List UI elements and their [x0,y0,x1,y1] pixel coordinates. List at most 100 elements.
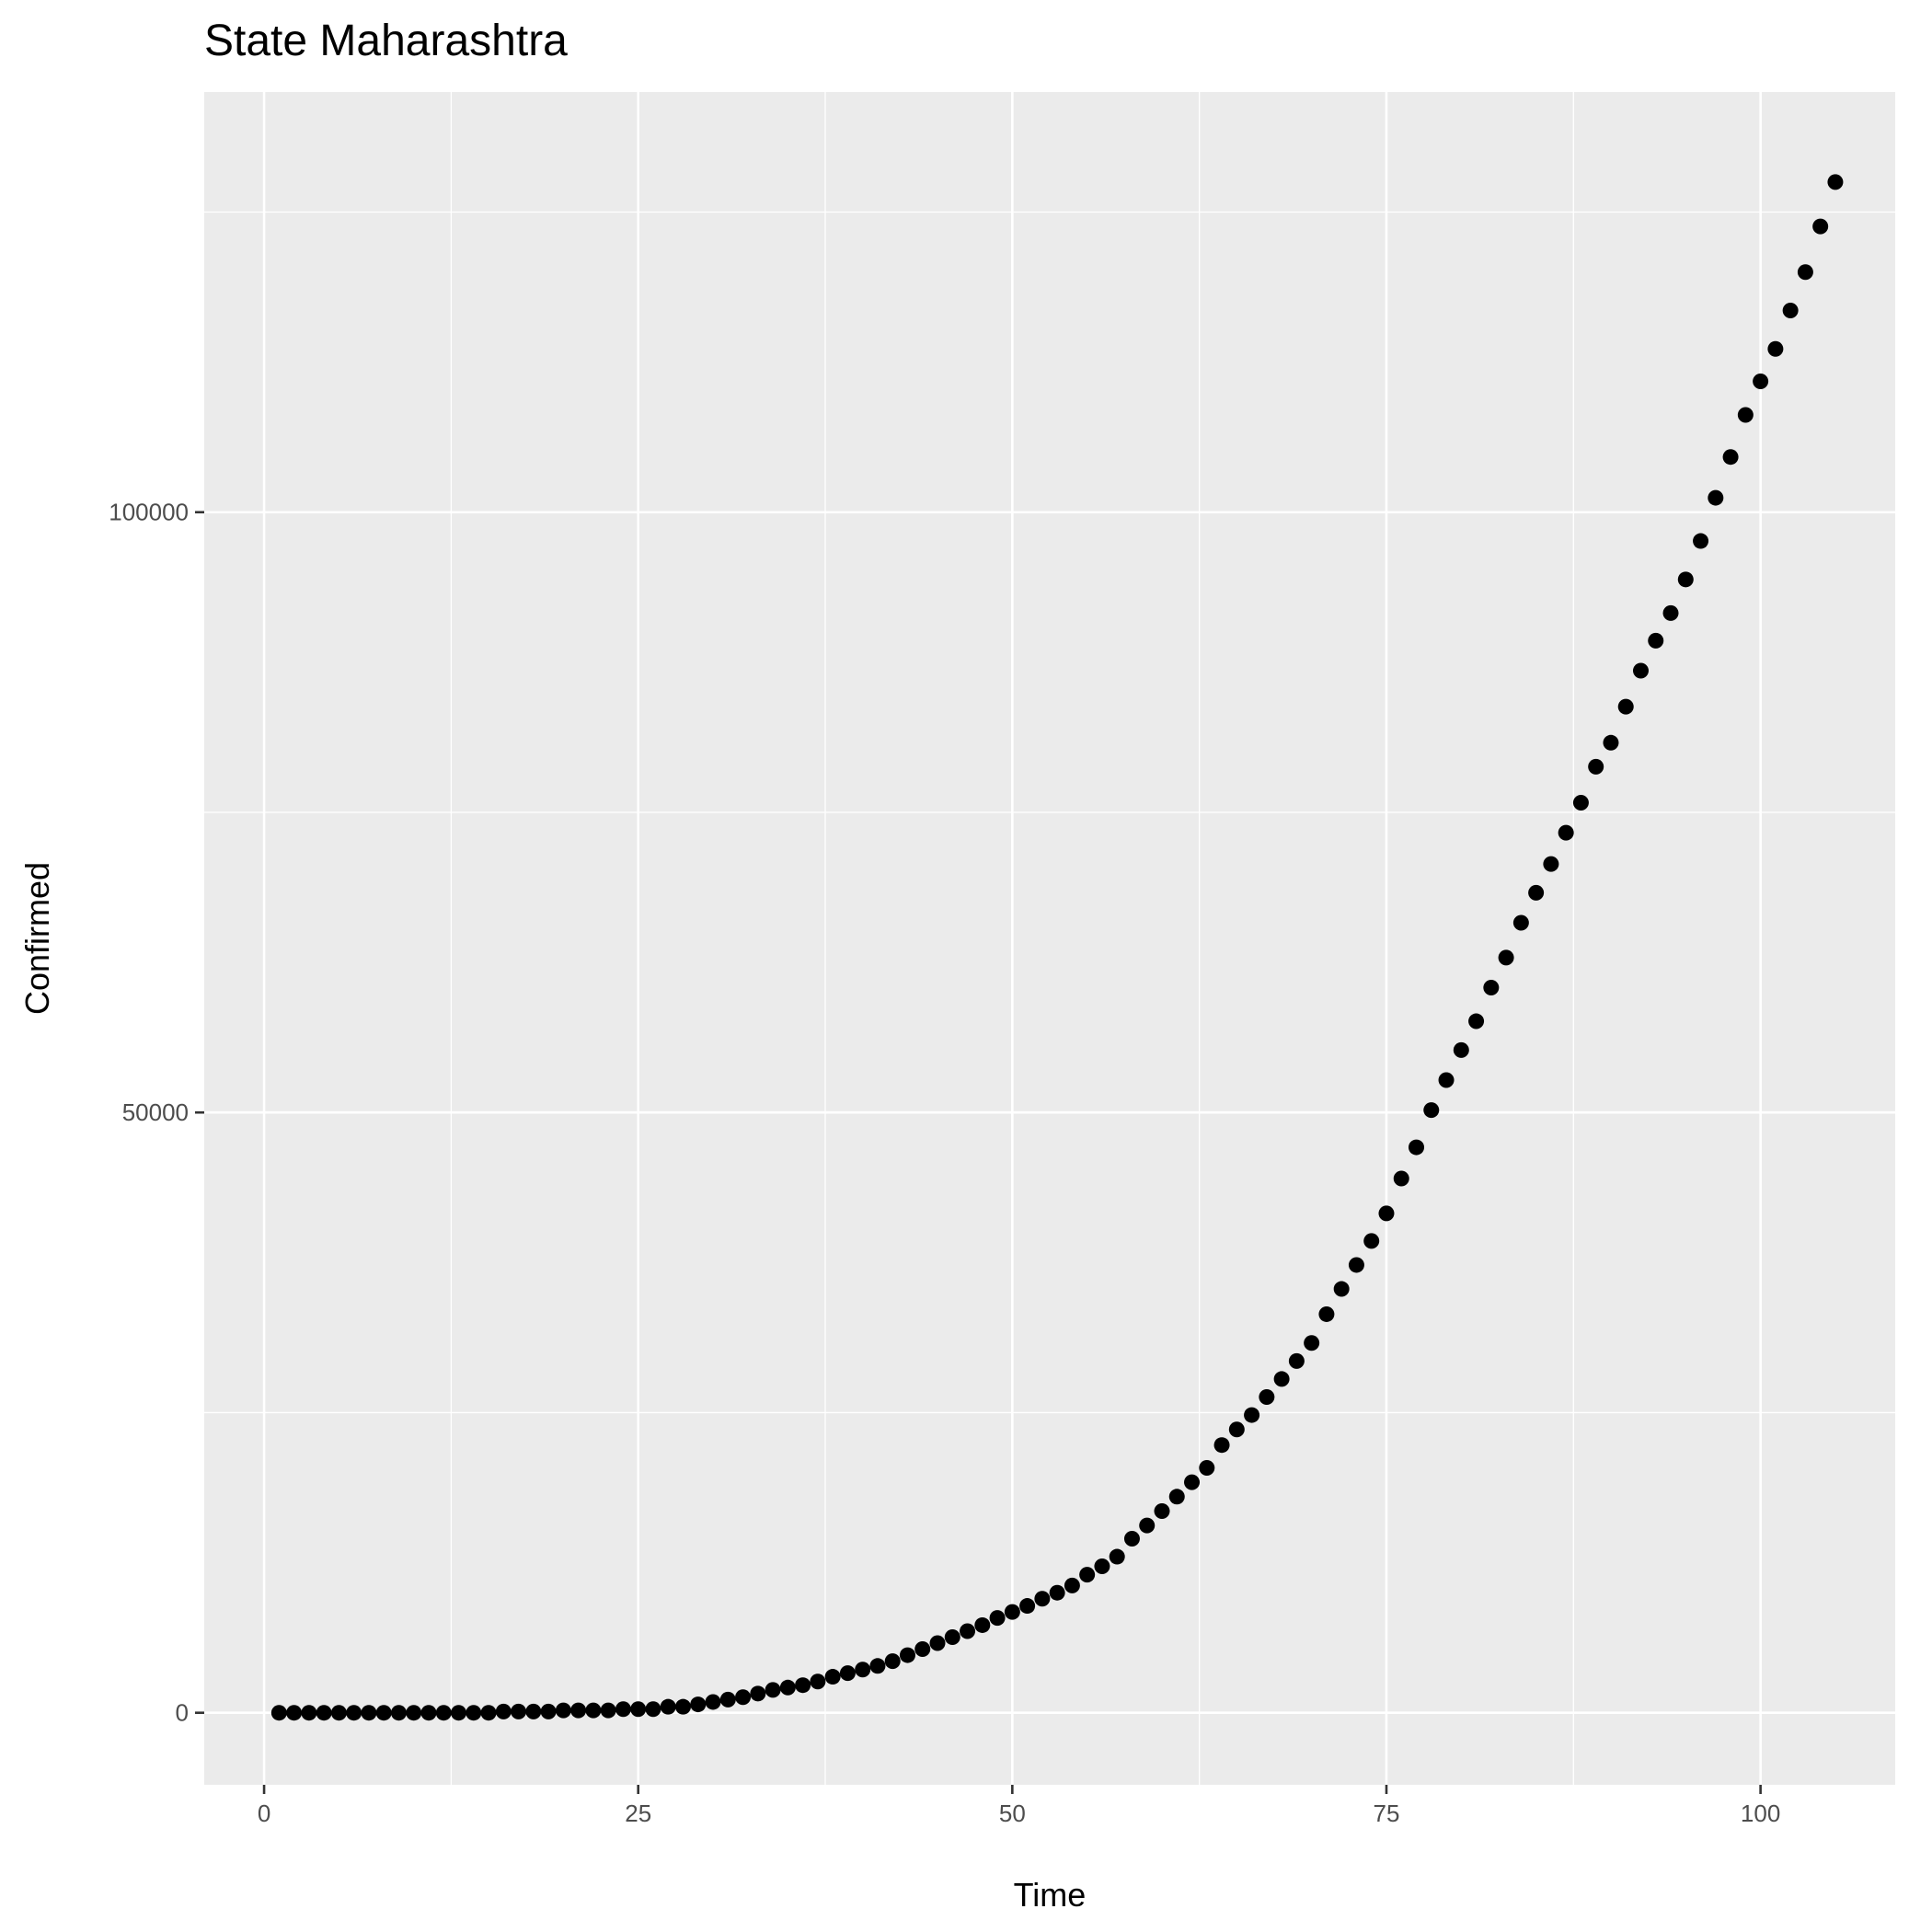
axis-ticks: 0 25 50 75 100 0 50000 100000 [109,499,1780,1827]
data-point [884,1653,901,1670]
data-point [1184,1474,1201,1490]
data-point [1094,1558,1110,1574]
data-point [1288,1352,1305,1369]
data-point [690,1696,707,1713]
data-point [316,1705,332,1721]
data-point [1168,1489,1185,1505]
data-point [869,1658,886,1674]
data-point [1677,571,1694,588]
data-point [1648,632,1664,649]
data-point [1603,734,1619,751]
data-point [1154,1502,1170,1519]
data-point [914,1641,931,1658]
data-point [570,1702,587,1719]
data-point [375,1705,392,1721]
data-point [390,1705,407,1721]
data-point [1468,1013,1485,1029]
data-point [511,1703,527,1719]
data-point [585,1702,602,1719]
data-point [735,1689,752,1706]
data-point [346,1705,362,1721]
data-point [1123,1530,1140,1547]
data-point [1797,264,1813,281]
data-point [974,1616,991,1633]
data-point [1304,1335,1320,1351]
data-point [1079,1567,1096,1583]
data-point [810,1673,826,1690]
data-point [779,1679,796,1696]
y-tick-label: 0 [176,1699,189,1727]
data-point [705,1694,721,1710]
data-point [525,1703,542,1719]
data-point [630,1701,647,1718]
data-point [1722,449,1739,466]
data-point [615,1701,631,1718]
data-point [301,1705,317,1721]
data-point [1693,533,1709,549]
data-point [1423,1102,1440,1119]
data-point [1483,980,1500,996]
data-point [1213,1437,1230,1454]
data-point [600,1702,616,1719]
data-point [1333,1281,1350,1297]
x-tick-label: 75 [1374,1800,1400,1827]
data-point [839,1665,856,1682]
data-point [1378,1205,1395,1222]
data-point [270,1705,287,1721]
data-point [1438,1072,1455,1088]
data-point [1572,795,1589,811]
data-point [1064,1577,1080,1593]
data-point [765,1682,781,1698]
data-point [1498,949,1514,966]
data-point [406,1705,422,1721]
data-point [286,1705,303,1721]
data-point [1512,914,1529,931]
data-point [645,1701,661,1718]
data-point [1617,698,1634,715]
data-point [1409,1139,1425,1156]
data-point [1782,303,1799,319]
data-point [1662,604,1679,621]
data-point [1228,1421,1245,1438]
data-point [330,1705,347,1721]
data-point [1558,824,1574,841]
data-point [1588,758,1604,775]
data-point [1019,1598,1036,1615]
data-point [660,1698,676,1715]
data-point [1528,884,1545,901]
data-point [674,1698,691,1715]
data-point [719,1691,736,1708]
data-point [750,1685,766,1702]
data-point [1348,1257,1364,1273]
data-point [1543,856,1559,872]
data-point [960,1623,976,1639]
data-point [1244,1407,1260,1423]
x-tick-label: 25 [625,1800,651,1827]
data-point [1139,1517,1156,1534]
data-point [795,1677,811,1694]
data-point [824,1669,841,1685]
data-point [1393,1170,1409,1187]
x-tick-label: 100 [1741,1800,1780,1827]
data-point [435,1705,452,1721]
x-tick-label: 0 [258,1800,270,1827]
data-point [1812,218,1829,235]
data-point [1273,1371,1290,1387]
data-point [540,1703,557,1719]
data-point [1737,407,1754,423]
data-point [1049,1584,1065,1601]
plot-panel [204,92,1895,1785]
data-point [466,1705,482,1721]
data-point [555,1702,571,1719]
data-point [929,1635,946,1651]
data-point [899,1647,915,1663]
y-tick-label: 100000 [109,499,189,526]
data-point [480,1705,497,1721]
y-axis-title: Confirmed [18,862,56,1015]
data-point [1767,340,1784,357]
data-point [1753,373,1769,389]
data-point [1034,1591,1051,1607]
data-point [1004,1604,1020,1620]
x-tick-label: 50 [999,1800,1026,1827]
